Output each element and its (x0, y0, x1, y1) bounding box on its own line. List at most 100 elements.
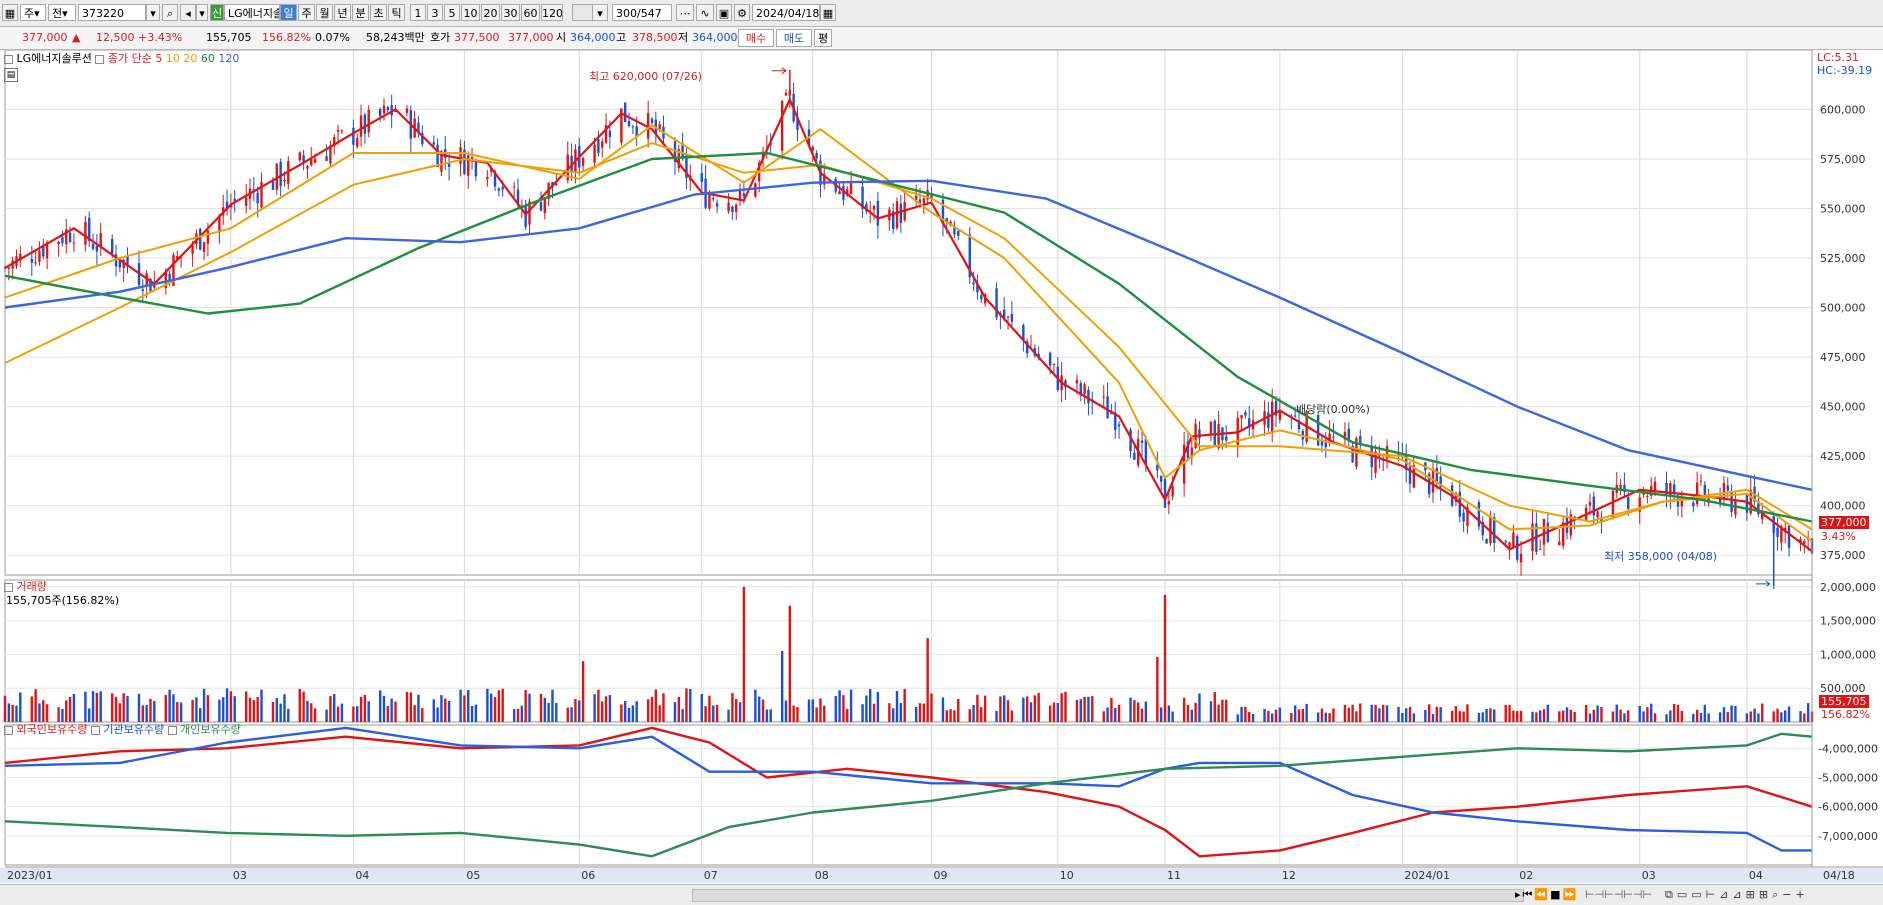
eval-button[interactable]: 평 (814, 29, 832, 47)
ma-line-10 (4, 124, 1813, 543)
minute-tab[interactable]: 5 (444, 4, 460, 21)
volume-bar (1025, 696, 1029, 722)
speaker-icon[interactable]: ◂ (180, 4, 196, 21)
buy-button[interactable]: 매수 (738, 29, 774, 47)
candle (191, 245, 194, 254)
period-tab[interactable]: 일 (280, 4, 297, 21)
market-select[interactable]: 전▾ (48, 4, 76, 21)
volume-bar (761, 699, 765, 722)
x-tick-label: 10 (1060, 869, 1074, 882)
minute-tab[interactable]: 1 (410, 4, 426, 21)
draw-icon[interactable]: ∿ (696, 4, 714, 21)
volume-bar (1412, 713, 1416, 722)
period-tab[interactable]: 틱 (388, 4, 405, 21)
volume-bar (244, 691, 248, 722)
volume-bar (1431, 713, 1435, 722)
volume-bar (260, 689, 263, 722)
candle (467, 155, 470, 176)
horizontal-scrollbar[interactable] (692, 889, 1524, 902)
count-input[interactable]: 300/547 (612, 4, 672, 21)
zoom-slider[interactable]: ⊢⊣⊢⊣⊢⊣⊢ (1585, 888, 1653, 901)
candle (382, 105, 386, 114)
minute-tab[interactable]: 120 (541, 4, 563, 21)
minute-tab[interactable]: 20 (481, 4, 500, 21)
volume-bar (581, 661, 585, 722)
grid-icon[interactable]: ▦ (2, 4, 18, 21)
candle (1596, 511, 1599, 518)
sell-button[interactable]: 매도 (776, 29, 812, 47)
volume-bar (957, 699, 960, 722)
stock-code-input[interactable]: 373220 (78, 4, 146, 21)
candle (367, 109, 370, 133)
collapse-icon[interactable] (4, 725, 13, 735)
calendar-icon[interactable]: ▦ (820, 4, 836, 21)
candle (1481, 522, 1484, 536)
volume-bar (757, 696, 761, 722)
volume-bar (310, 703, 313, 722)
minute-tab[interactable]: 60 (521, 4, 540, 21)
collapse-icon[interactable] (4, 582, 13, 592)
candle (1787, 525, 1791, 548)
count-value: 300 (616, 7, 637, 20)
tick-dropdown-icon[interactable]: ▾ (592, 4, 608, 21)
volume-bar (470, 705, 474, 722)
volume-bar (459, 689, 462, 722)
x-tick-label: 06 (581, 869, 595, 882)
date-input[interactable]: 2024/04/18 (752, 4, 820, 21)
minute-tab[interactable]: 30 (501, 4, 520, 21)
candle (980, 295, 983, 300)
x-axis-band (0, 868, 1883, 883)
volume-bar (1328, 713, 1331, 722)
period-tab[interactable]: 초 (370, 4, 387, 21)
candle (99, 233, 102, 248)
volume-bar (995, 710, 998, 722)
volume-bar (555, 703, 558, 722)
volume-bar (903, 689, 906, 722)
minute-tab[interactable]: 3 (427, 4, 443, 21)
candle (279, 161, 282, 186)
period-tab[interactable]: 주 (298, 4, 315, 21)
candle (1106, 396, 1109, 419)
save-icon[interactable]: ▣ (716, 4, 732, 21)
candle (1225, 436, 1228, 441)
volume-bar (1806, 703, 1810, 722)
collapse-icon[interactable] (4, 54, 13, 64)
volume-last-tag: 155,705 (1819, 695, 1869, 708)
volume-bar (271, 701, 275, 722)
panel-menu-icon[interactable]: ▤ (4, 68, 18, 82)
volume-bar (520, 705, 524, 722)
candle (1703, 485, 1707, 499)
period-tab[interactable]: 년 (334, 4, 351, 21)
volume-bar (1236, 714, 1239, 722)
stock-chart[interactable]: 2023/01 03 04 05 06 07 08 09 10 11 12 2024/01 02 03 04… (0, 50, 1883, 884)
volume-bar (673, 702, 677, 722)
candle (631, 126, 635, 128)
volume-bar (1091, 696, 1094, 722)
volume-bar (1324, 712, 1327, 722)
period-select[interactable]: 주▾ (20, 4, 46, 21)
volume-bar (1435, 706, 1439, 722)
gear-icon[interactable]: ⚙ (734, 4, 750, 21)
volume-bar (1186, 704, 1190, 722)
candle (1745, 494, 1749, 513)
candle (1278, 410, 1282, 420)
navigation-buttons[interactable]: ▸⏮⏪■⏩ (1515, 888, 1579, 901)
volume-bar (336, 706, 340, 722)
volume-bar (164, 695, 167, 722)
candle (421, 133, 424, 145)
link-icon[interactable]: ⋯ (676, 4, 694, 21)
speaker-dropdown-icon[interactable]: ▾ (196, 4, 208, 21)
change-arrow: ▲ (72, 31, 81, 44)
collapse-icon[interactable] (167, 725, 177, 735)
period-tab[interactable]: 분 (352, 4, 369, 21)
search-icon[interactable]: ⌕ (162, 4, 178, 21)
code-dropdown-icon[interactable]: ▾ (146, 4, 160, 21)
x-tick-label: 04 (1749, 869, 1763, 882)
volume-bar (1343, 704, 1347, 722)
collapse-icon[interactable] (95, 54, 105, 64)
candle (918, 199, 922, 204)
minute-tab[interactable]: 10 (461, 4, 480, 21)
period-tab[interactable]: 월 (316, 4, 333, 21)
collapse-icon[interactable] (90, 725, 100, 735)
chart-tools[interactable]: ⧉▭▭⊢⊿⊿⊞⊞⌕−+ (1665, 888, 1809, 901)
